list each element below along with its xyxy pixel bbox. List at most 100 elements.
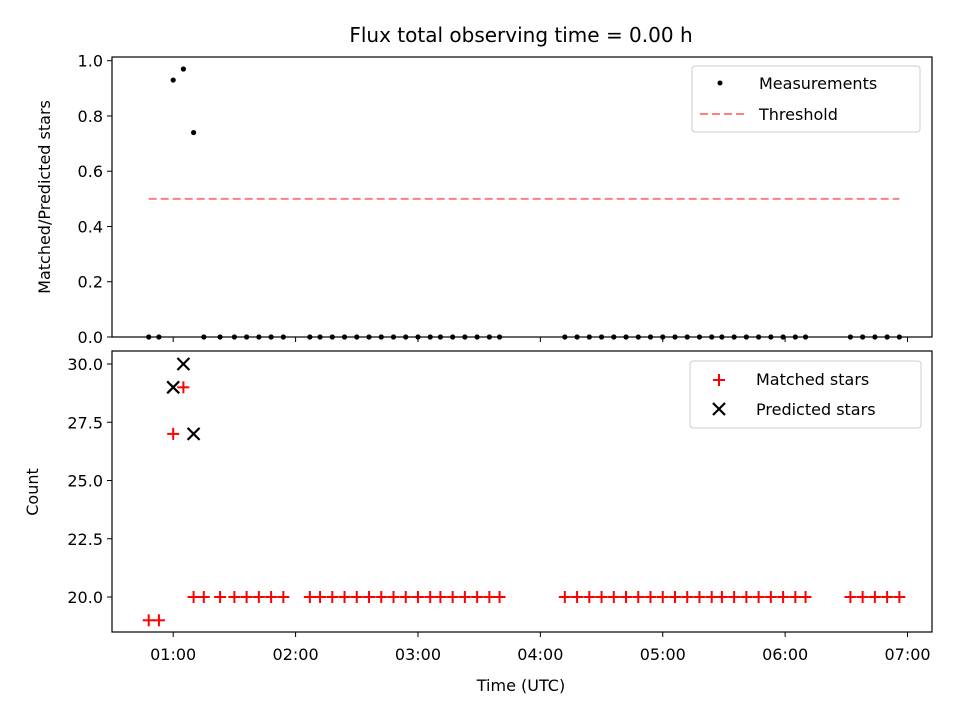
top-ytick-label: 0.8 — [78, 107, 103, 126]
matched-star-point — [681, 591, 694, 603]
matched-star-point — [656, 591, 669, 603]
bottom-ytick-label: 30.0 — [67, 355, 103, 374]
bottom-ytick-label: 25.0 — [67, 472, 103, 491]
matched-star-point — [607, 591, 620, 603]
predicted-star-point — [176, 357, 191, 371]
matched-star-point — [167, 427, 180, 440]
matched-star-point — [558, 591, 571, 603]
matched-star-point — [881, 591, 894, 603]
bottom-legend-box — [689, 360, 922, 429]
matched-star-point — [152, 614, 165, 627]
top-ytick-label: 0.6 — [78, 162, 103, 181]
matched-star-point — [265, 591, 278, 603]
matched-star-point — [715, 591, 728, 603]
top-ylabel: Matched/Predicted stars — [35, 100, 54, 294]
matched-star-point — [303, 591, 316, 603]
bottom-xtick-label: 06:00 — [762, 645, 808, 664]
matched-star-point — [583, 591, 596, 603]
top-panel: 0.0 0.2 0.4 0.6 0.8 1.0 Matched/Predicted sta… — [35, 52, 933, 347]
matched-star-point — [493, 591, 506, 603]
bottom-xtick-label: 05:00 — [640, 645, 686, 664]
bottom-xlabel: Time (UTC) — [476, 676, 565, 695]
matched-star-point — [644, 591, 657, 603]
bottom-xtick-label: 07:00 — [884, 645, 930, 664]
bottom-xtick-label: 04:00 — [517, 645, 563, 664]
legend-matched-label: Matched stars — [756, 370, 869, 389]
matched-star-point — [844, 591, 857, 603]
matched-star-point — [789, 591, 802, 603]
matched-star-point — [471, 591, 484, 603]
matched-star-point — [632, 591, 645, 603]
measurement-point — [190, 129, 197, 136]
matched-star-point — [240, 591, 253, 603]
matched-star-point — [177, 381, 190, 394]
bottom-panel: 20.0 22.5 25.0 27.5 30.0 01:00 02:00 03:00 04:00… — [23, 350, 933, 695]
top-ytick-label: 1.0 — [78, 52, 103, 71]
measurement-point — [170, 77, 176, 83]
matched-star-point — [277, 591, 290, 603]
bottom-legend: Matched stars Predicted stars — [689, 360, 922, 429]
matched-star-point — [228, 591, 241, 603]
matched-star-point — [424, 591, 437, 603]
matched-star-point — [764, 591, 777, 603]
top-ticks: 0.0 0.2 0.4 0.6 0.8 1.0 — [78, 52, 909, 347]
top-ytick-label: 0.2 — [78, 273, 103, 292]
matched-star-point — [338, 591, 351, 603]
legend-measurements-label: Measurements — [759, 74, 877, 93]
bottom-ytick-label: 22.5 — [67, 530, 103, 549]
measurement-point — [180, 66, 186, 72]
bottom-ticks: 20.0 22.5 25.0 27.5 30.0 01:00 02:00 03:00 04:00… — [67, 355, 930, 664]
matched-star-point — [595, 591, 608, 603]
predicted-star-point — [186, 427, 201, 441]
matched-star-point — [252, 591, 265, 603]
bottom-xtick-label: 03:00 — [395, 645, 441, 664]
bottom-ytick-label: 20.0 — [67, 588, 103, 607]
matched-star-point — [214, 591, 227, 603]
matched-star-point — [350, 591, 363, 603]
matched-star-point — [705, 591, 718, 603]
bottom-marks — [142, 357, 906, 627]
matched-star-point — [856, 591, 869, 603]
matched-star-point — [434, 591, 447, 603]
legend-predicted-label: Predicted stars — [756, 400, 876, 419]
matched-star-point — [446, 591, 459, 603]
matched-star-point — [458, 591, 471, 603]
bottom-ytick-label: 27.5 — [67, 413, 103, 432]
top-axes-frame — [111, 56, 933, 338]
top-ytick-label: 0.0 — [78, 328, 103, 347]
bottom-xtick-label: 02:00 — [273, 645, 319, 664]
legend-matched-marker — [713, 374, 725, 386]
matched-star-point — [777, 591, 790, 603]
matched-star-point — [142, 614, 155, 627]
bottom-ylabel: Count — [23, 468, 42, 516]
matched-star-point — [363, 591, 376, 603]
legend-measurements-marker — [717, 80, 723, 86]
bottom-axes-frame — [111, 350, 933, 633]
matched-star-point — [740, 591, 753, 603]
matched-star-point — [197, 591, 210, 603]
matched-star-point — [728, 591, 741, 603]
matched-star-point — [387, 591, 400, 603]
top-legend-box — [691, 65, 921, 133]
matched-star-point — [868, 591, 881, 603]
top-ytick-label: 0.4 — [78, 217, 103, 236]
matched-star-point — [571, 591, 584, 603]
bottom-xtick-label: 01:00 — [150, 645, 196, 664]
top-marks — [146, 66, 902, 340]
chart-title: Flux total observing time = 0.00 h — [349, 23, 692, 47]
matched-star-point — [326, 591, 339, 603]
matched-star-point — [693, 591, 706, 603]
matched-star-point — [799, 591, 812, 603]
matched-star-point — [483, 591, 496, 603]
matched-star-point — [411, 591, 424, 603]
matched-star-point — [893, 591, 906, 603]
matched-star-point — [375, 591, 388, 603]
matched-star-point — [752, 591, 765, 603]
legend-predicted-marker — [712, 402, 726, 416]
matched-star-point — [668, 591, 681, 603]
matched-star-point — [187, 591, 200, 603]
matched-star-point — [314, 591, 327, 603]
top-legend: Measurements Threshold — [691, 65, 921, 133]
matched-star-point — [399, 591, 412, 603]
